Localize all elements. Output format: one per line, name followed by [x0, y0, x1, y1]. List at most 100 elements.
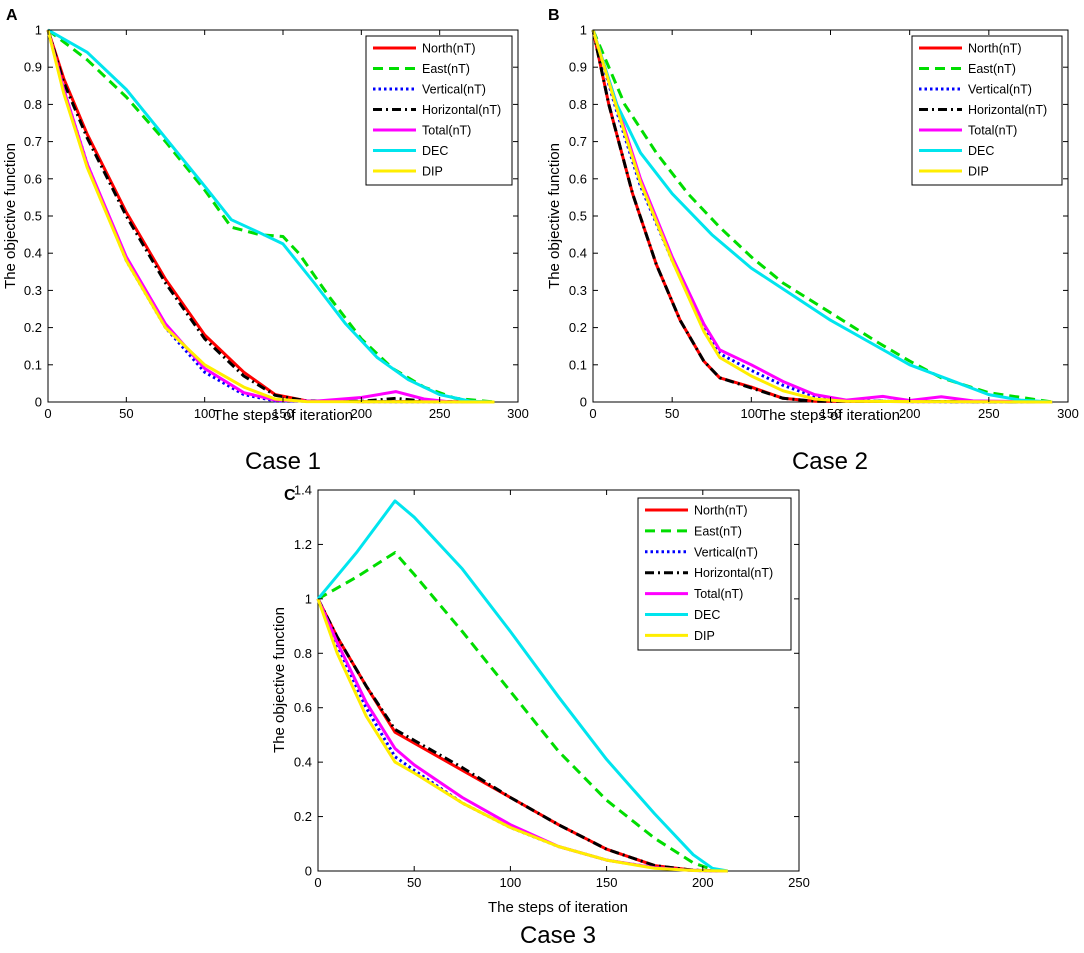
panel-c-legend-entries: North(nT) East(nT) Vertical(nT) Horizontal(… [645, 504, 773, 643]
panel-b-legend-entries: North(nT) East(nT) Vertical(nT) Horizontal(… [919, 42, 1047, 179]
x-tick-label-c-1: 50 [407, 875, 421, 890]
y-tick-label-c-7: 1.4 [294, 483, 312, 498]
legend-label-b-3: Horizontal(nT) [968, 103, 1047, 117]
y-tick-label-b-2: 0.2 [569, 320, 587, 335]
legend-label-b-4: Total(nT) [968, 124, 1017, 138]
x-tick-label-a-4: 200 [350, 406, 372, 421]
x-tick-label-c-5: 250 [788, 875, 810, 890]
panel-b-ticks-group: 0 50 100 150 200 250 300 0 0.1 0.2 0.3 0.4 0.5 0.6 0.7… [569, 23, 1079, 422]
y-tick-label-c-6: 1.2 [294, 537, 312, 552]
x-tick-label-c-3: 150 [596, 875, 618, 890]
series-line-c-1 [317, 551, 728, 873]
panel-c-legend: North(nT) East(nT) Vertical(nT) Horizontal(… [637, 497, 792, 651]
series-line-a-3 [46, 29, 495, 404]
y-tick-label-a-3: 0.3 [24, 283, 42, 298]
y-tick-label-c-2: 0.4 [294, 755, 312, 770]
x-tick-label-b-0: 0 [589, 406, 596, 421]
series-line-c-5 [316, 499, 729, 873]
y-tick-label-c-4: 0.8 [294, 646, 312, 661]
legend-label-a-3: Horizontal(nT) [422, 103, 501, 117]
y-tick-label-b-6: 0.6 [569, 171, 587, 186]
legend-label-c-2: Vertical(nT) [694, 545, 758, 559]
panel-b-caption: Case 2 [792, 448, 868, 475]
legend-label-a-5: DEC [422, 144, 448, 158]
y-tick-label-a-8: 0.8 [24, 97, 42, 112]
x-tick-label-b-2: 100 [740, 406, 762, 421]
panel-a-caption: Case 1 [245, 448, 321, 475]
y-tick-label-a-9: 0.9 [24, 60, 42, 75]
y-tick-label-a-2: 0.2 [24, 320, 42, 335]
y-tick-label-a-7: 0.7 [24, 134, 42, 149]
y-tick-label-b-1: 0.1 [569, 357, 587, 372]
x-tick-label-a-3: 150 [272, 406, 294, 421]
x-tick-label-c-2: 100 [500, 875, 522, 890]
panel-a-legend-box [365, 35, 513, 186]
legend-label-a-6: DIP [422, 165, 443, 179]
y-tick-label-b-8: 0.8 [569, 97, 587, 112]
panel-a-y-axis-label: The objective function [2, 143, 19, 289]
panel-a-ticks-group: 0 50 100 150 200 250 300 0 0.1 0.2 0.3 0.4 0.5 0.6 0.7… [24, 23, 529, 422]
y-tick-label-a-0: 0 [35, 395, 42, 410]
legend-label-a-4: Total(nT) [422, 124, 471, 138]
y-tick-label-b-10: 1 [580, 23, 587, 38]
panel-b-y-axis-label: The objective function [546, 143, 563, 289]
y-tick-label-b-7: 0.7 [569, 134, 587, 149]
x-tick-label-a-6: 300 [507, 406, 529, 421]
y-tick-label-b-3: 0.3 [569, 283, 587, 298]
x-tick-label-a-2: 100 [194, 406, 216, 421]
y-tick-label-a-6: 0.6 [24, 171, 42, 186]
panel-c-series-group [316, 499, 729, 873]
panel-b-x-axis-label: The steps of iteration [760, 407, 900, 424]
y-tick-label-b-4: 0.4 [569, 246, 587, 261]
legend-label-a-0: North(nT) [422, 42, 475, 56]
y-tick-label-c-5: 1 [305, 591, 312, 606]
legend-label-c-6: DIP [694, 629, 715, 643]
x-tick-label-b-4: 200 [899, 406, 921, 421]
panel-b-letter: B [548, 7, 560, 24]
series-line-b-6 [591, 29, 1053, 404]
x-tick-label-b-3: 150 [820, 406, 842, 421]
panel-a-legend-entries: North(nT) East(nT) Vertical(nT) Horizontal(… [373, 42, 501, 179]
x-tick-label-b-5: 250 [978, 406, 1000, 421]
series-line-c-3 [316, 598, 728, 873]
legend-label-c-0: North(nT) [694, 504, 747, 518]
panel-b-legend-box [911, 35, 1063, 186]
legend-label-a-1: East(nT) [422, 62, 470, 76]
x-tick-label-b-6: 300 [1057, 406, 1079, 421]
x-tick-label-c-0: 0 [314, 875, 321, 890]
y-tick-label-a-1: 0.1 [24, 357, 42, 372]
y-tick-label-a-4: 0.4 [24, 246, 42, 261]
panel-c-legend-box [637, 497, 792, 651]
series-line-a-6 [46, 29, 495, 404]
series-line-a-5 [47, 28, 495, 404]
legend-label-b-6: DIP [968, 165, 989, 179]
panel-a-x-axis-label: The steps of iteration [213, 407, 353, 424]
x-tick-label-b-1: 50 [665, 406, 679, 421]
legend-label-c-5: DEC [694, 608, 720, 622]
series-line-b-5 [591, 29, 1053, 404]
y-tick-label-c-0: 0 [305, 864, 312, 879]
panel-c-x-axis-label: The steps of iteration [488, 899, 628, 916]
panel-a: A 0 50 100 150 200 250 30000.10.20.30.40.50.60… [2, 7, 529, 475]
legend-label-b-5: DEC [968, 144, 994, 158]
panel-c-y-axis-label: The objective function [271, 607, 288, 753]
legend-label-a-2: Vertical(nT) [422, 83, 486, 97]
panel-a-series-group [46, 28, 495, 404]
legend-label-b-2: Vertical(nT) [968, 83, 1032, 97]
panel-a-letter: A [6, 7, 18, 24]
panel-b-legend: North(nT) East(nT) Vertical(nT) Horizontal(… [911, 35, 1063, 186]
y-tick-label-a-10: 1 [35, 23, 42, 38]
x-tick-label-a-0: 0 [44, 406, 51, 421]
x-tick-label-c-4: 200 [692, 875, 714, 890]
y-tick-label-c-1: 0.2 [294, 809, 312, 824]
y-tick-label-c-3: 0.6 [294, 700, 312, 715]
panel-b: B 0 50 100 150 200 250 30000.10.20.30.40.50.60… [546, 7, 1079, 475]
series-line-c-6 [316, 598, 728, 873]
y-tick-label-b-0: 0 [580, 395, 587, 410]
x-tick-label-a-5: 250 [429, 406, 451, 421]
legend-label-c-1: East(nT) [694, 524, 742, 538]
legend-label-c-4: Total(nT) [694, 587, 743, 601]
panel-c-caption: Case 3 [520, 922, 596, 949]
panel-b-series-group [591, 29, 1053, 404]
